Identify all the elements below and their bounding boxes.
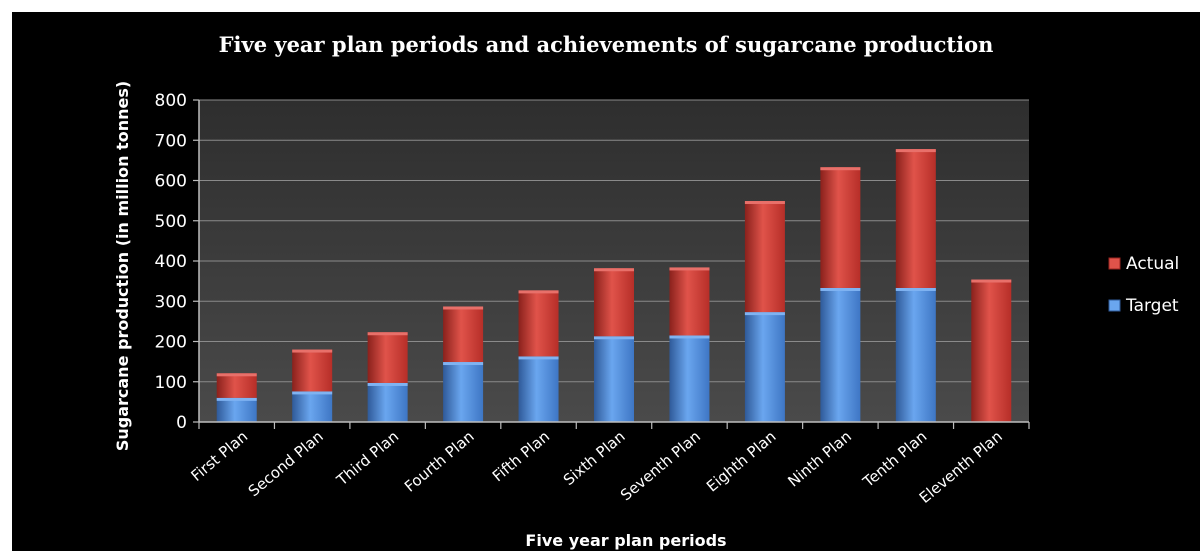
bar-target-cap: [744, 312, 785, 316]
bar-actual: [669, 267, 710, 336]
legend-label-target: Target: [1125, 296, 1179, 316]
bar-actual-cap: [895, 149, 936, 153]
legend-swatch-target: [1108, 299, 1121, 312]
x-tick-label: Tenth Plan: [859, 427, 931, 491]
bar-target: [443, 362, 484, 422]
y-tick-label: 300: [155, 292, 187, 312]
y-tick-labels: 0 100 200 300 400 500 600 700 800: [155, 91, 187, 433]
bar-target: [669, 335, 710, 422]
bar-actual-cap: [216, 373, 257, 377]
y-tick-label: 600: [155, 172, 187, 192]
x-tick-label: Third Plan: [332, 427, 402, 490]
bars: [216, 149, 1012, 422]
legend: Actual Target: [1108, 254, 1179, 316]
bar-actual-cap: [518, 290, 559, 294]
bar-target: [216, 397, 257, 422]
bar-actual: [518, 290, 559, 357]
axes: [193, 99, 1030, 429]
x-tick-label: Fifth Plan: [489, 427, 553, 485]
bar-target: [518, 356, 559, 422]
bar-target: [292, 391, 333, 422]
bar-actual-cap: [669, 267, 710, 271]
y-tick-label: 700: [155, 131, 187, 151]
bar-target: [594, 336, 634, 422]
bar-actual-cap: [443, 306, 484, 310]
y-tick-label: 500: [155, 212, 187, 232]
bar-target-cap: [443, 362, 484, 366]
x-tick-label: First Plan: [187, 427, 251, 485]
bar-target: [895, 287, 936, 422]
y-tick-label: 400: [155, 252, 187, 272]
y-axis-title: Sugarcane production (in million tonnes): [113, 81, 132, 451]
x-axis-title: Five year plan periods: [525, 531, 726, 550]
y-tick-label: 800: [155, 91, 187, 111]
bar-actual-cap: [292, 349, 333, 353]
bar-actual: [216, 373, 257, 398]
x-tick-label: Eleventh Plan: [916, 427, 1006, 507]
bar-target: [367, 382, 408, 422]
legend-label-actual: Actual: [1126, 254, 1179, 274]
x-tick-label: Ninth Plan: [784, 427, 855, 490]
bar-actual-cap: [367, 332, 408, 336]
bar-actual: [971, 279, 1012, 422]
bar-actual: [367, 332, 408, 383]
y-tick-label: 100: [155, 373, 187, 393]
x-tick-label: Sixth Plan: [560, 427, 629, 489]
bar-target-cap: [518, 356, 559, 360]
bar-target: [744, 312, 785, 422]
x-tick-label: Eighth Plan: [703, 427, 779, 495]
bar-target-cap: [292, 391, 333, 395]
bar-actual-cap: [971, 279, 1012, 283]
bar-actual: [443, 306, 484, 363]
bar-actual: [895, 149, 936, 288]
bar-actual-cap: [820, 167, 861, 171]
chart-container: 0 100 200 300 400 500 600 700 800 First Plan Seco…: [12, 12, 1200, 551]
legend-swatch-actual: [1108, 257, 1121, 270]
bar-target-cap: [820, 287, 861, 291]
x-tick-label: Second Plan: [245, 427, 327, 500]
bar-target: [820, 287, 861, 422]
bar-actual: [744, 201, 785, 313]
x-tick-label: Seventh Plan: [617, 427, 704, 504]
y-tick-label: 200: [155, 333, 187, 353]
x-tick-label: Fourth Plan: [401, 427, 478, 495]
chart-title: Five year plan periods and achievements …: [219, 32, 994, 57]
bar-target-cap: [895, 287, 936, 291]
y-tick-label: 0: [176, 413, 187, 433]
bar-target-cap: [594, 336, 634, 340]
bar-target-cap: [367, 382, 408, 386]
bar-actual: [820, 167, 861, 288]
bar-target-cap: [216, 397, 257, 401]
bar-actual: [292, 349, 333, 392]
stacked-bar-chart: 0 100 200 300 400 500 600 700 800 First PlanSeco…: [113, 32, 1179, 550]
bar-target-cap: [669, 335, 710, 339]
bar-actual-cap: [744, 201, 785, 205]
bar-actual-cap: [594, 268, 634, 272]
bar-actual: [594, 268, 634, 337]
